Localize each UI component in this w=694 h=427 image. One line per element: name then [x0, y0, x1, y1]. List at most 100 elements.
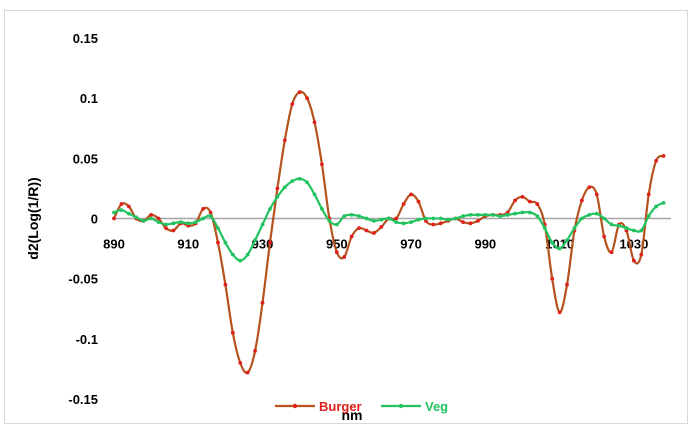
data-point-veg: [312, 192, 317, 197]
x-tick-labels: 890 910 930 950 970 990 1010 1030: [103, 237, 648, 252]
data-point-veg: [594, 211, 599, 216]
data-point-burger: [305, 96, 309, 101]
x-tick-label: 990: [474, 237, 496, 252]
data-point-veg: [223, 240, 228, 245]
data-point-burger: [594, 192, 599, 197]
data-point-veg: [505, 212, 510, 217]
data-point-veg: [386, 216, 391, 221]
legend: Burger Veg: [275, 399, 448, 414]
data-point-burger: [438, 221, 443, 226]
data-point-burger: [156, 216, 161, 221]
data-point-burger: [208, 210, 213, 215]
data-point-burger: [216, 240, 220, 245]
data-point-burger: [357, 226, 361, 231]
data-point-veg: [609, 222, 614, 227]
data-point-burger: [535, 202, 540, 206]
data-point-veg: [557, 246, 562, 251]
data-point-veg: [216, 226, 220, 231]
data-point-burger: [654, 158, 659, 163]
y-tick-label: 0.05: [73, 151, 98, 166]
data-point-burger: [513, 198, 517, 203]
data-point-veg: [461, 214, 465, 218]
data-point-veg: [587, 212, 592, 217]
data-point-burger: [275, 186, 280, 191]
data-point-burger: [609, 250, 614, 255]
data-point-burger: [164, 226, 168, 231]
legend-item-veg: Veg: [381, 399, 448, 414]
data-point-burger: [223, 282, 228, 287]
data-point-burger: [379, 225, 384, 229]
data-point-veg: [631, 228, 636, 233]
data-point-veg: [112, 210, 116, 215]
data-point-burger: [565, 282, 569, 287]
y-tick-label: 0.15: [73, 31, 98, 46]
data-point-burger: [119, 202, 124, 206]
data-point-veg: [297, 176, 302, 181]
data-point-veg: [253, 238, 258, 243]
data-point-veg: [498, 214, 503, 218]
data-point-veg: [372, 219, 376, 223]
data-point-veg: [394, 220, 399, 225]
series-line-burger: [113, 90, 665, 375]
y-tick-label: -0.1: [76, 332, 98, 347]
data-point-burger: [602, 234, 607, 239]
data-point-burger: [334, 250, 339, 255]
data-point-veg: [483, 212, 488, 217]
data-point-veg: [579, 216, 584, 221]
data-point-veg: [424, 216, 428, 221]
data-point-veg: [639, 228, 644, 233]
data-point-veg: [327, 219, 332, 223]
data-point-burger: [342, 255, 347, 259]
data-point-burger: [320, 162, 324, 167]
data-point-veg: [357, 214, 361, 218]
data-point-veg: [527, 210, 532, 215]
data-point-veg: [164, 222, 168, 227]
data-point-burger: [282, 138, 287, 143]
data-point-veg: [520, 210, 525, 215]
data-point-veg: [186, 221, 191, 226]
data-point-veg: [126, 211, 131, 216]
data-point-veg: [230, 252, 235, 257]
data-point-veg: [334, 222, 339, 227]
data-point-burger: [461, 220, 465, 225]
data-point-veg: [654, 204, 659, 209]
data-point-veg: [453, 216, 458, 221]
data-point-burger: [646, 192, 651, 197]
data-point-veg: [342, 214, 347, 218]
data-point-veg: [349, 212, 354, 217]
data-point-burger: [290, 102, 295, 107]
data-point-veg: [624, 226, 629, 231]
data-point-veg: [416, 217, 421, 222]
data-point-burger: [171, 228, 176, 233]
x-axis-title: nm: [342, 407, 363, 423]
series-veg: [112, 176, 666, 263]
data-point-burger: [253, 348, 258, 353]
y-tick-label: -0.15: [68, 392, 98, 407]
data-point-veg: [602, 216, 607, 221]
x-tick-label: 890: [103, 237, 125, 252]
data-point-burger: [364, 228, 369, 233]
data-point-veg: [305, 180, 309, 185]
x-tick-label: 970: [400, 237, 422, 252]
data-point-veg: [572, 226, 577, 231]
data-point-veg: [409, 220, 413, 225]
data-point-veg: [149, 216, 154, 221]
data-point-burger: [394, 216, 399, 221]
data-point-burger: [416, 199, 421, 204]
data-point-veg: [201, 216, 206, 221]
data-point-burger: [579, 198, 584, 203]
data-point-burger: [245, 370, 250, 375]
data-point-veg: [661, 200, 666, 205]
data-point-burger: [268, 240, 272, 245]
data-point-burger: [149, 212, 154, 217]
x-tick-label: 930: [252, 237, 274, 252]
data-point-veg: [550, 240, 555, 245]
y-tick-label: 0: [91, 212, 98, 227]
data-point-veg: [268, 206, 272, 211]
data-point-burger: [527, 199, 532, 204]
data-point-veg: [208, 214, 213, 218]
data-point-veg: [490, 212, 495, 217]
data-point-veg: [646, 214, 651, 218]
data-point-burger: [639, 252, 644, 257]
